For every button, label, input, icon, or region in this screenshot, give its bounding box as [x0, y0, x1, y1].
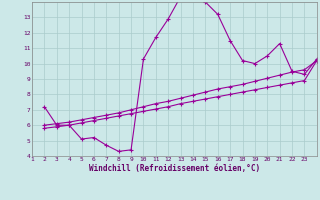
- X-axis label: Windchill (Refroidissement éolien,°C): Windchill (Refroidissement éolien,°C): [89, 164, 260, 173]
